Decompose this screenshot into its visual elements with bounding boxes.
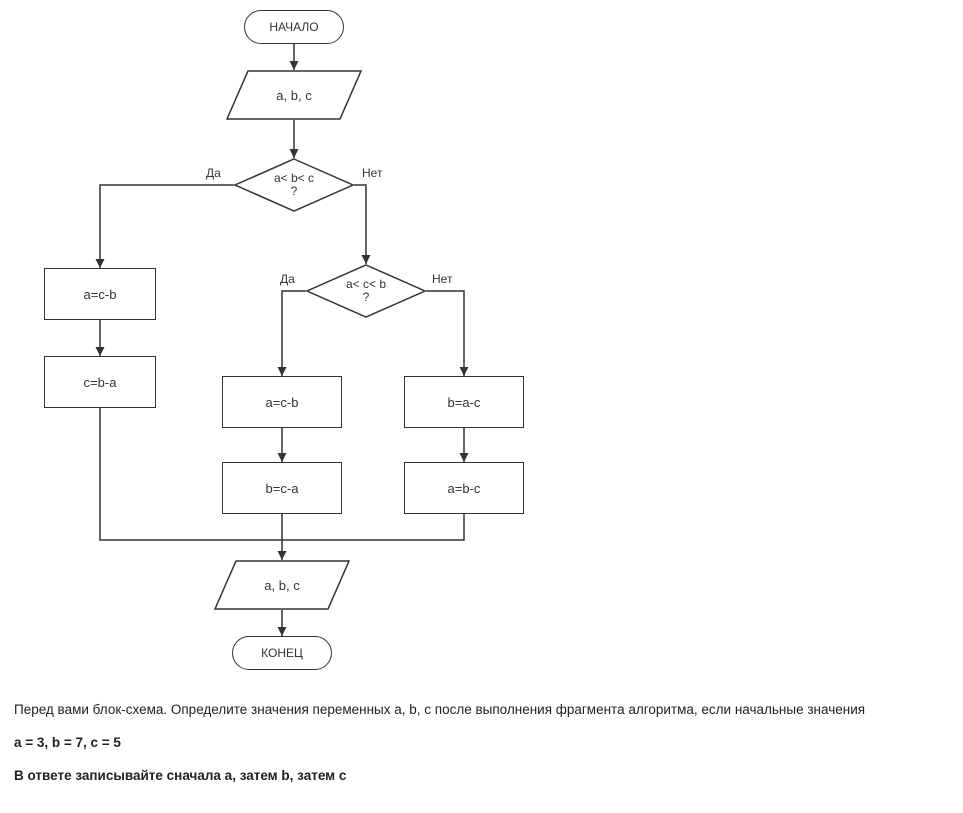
node-process-a1-label: a=c-b (84, 287, 117, 302)
node-decision-2-sub: ? (363, 291, 370, 304)
node-output: a, b, c (214, 560, 350, 610)
edge-label-dec1-no: Нет (362, 166, 382, 180)
node-decision-2: a< c< b ? (306, 264, 426, 318)
node-input-label: a, b, c (276, 88, 311, 103)
node-process-c-label: c=b-a (84, 375, 117, 390)
edge-label-dec1-yes: Да (206, 166, 221, 180)
task-text-block: Перед вами блок-схема. Определите значен… (0, 690, 963, 813)
node-process-a3-label: a=b-c (448, 481, 481, 496)
node-process-a1: a=c-b (44, 268, 156, 320)
node-process-b3: b=a-c (404, 376, 524, 428)
node-input: a, b, c (226, 70, 362, 120)
task-line-2: a = 3, b = 7, c = 5 (14, 733, 949, 754)
flowchart-canvas: НАЧАЛО a, b, c a< b< c ? Да Нет a=c-b c=… (0, 0, 963, 690)
node-start: НАЧАЛО (244, 10, 344, 44)
task-line-3: В ответе записывайте сначала a, затем b,… (14, 766, 949, 787)
node-process-c: c=b-a (44, 356, 156, 408)
task-line-1: Перед вами блок-схема. Определите значен… (14, 700, 949, 721)
node-decision-1-sub: ? (291, 185, 298, 198)
node-process-a2: a=c-b (222, 376, 342, 428)
node-output-label: a, b, c (264, 578, 299, 593)
node-end-label: КОНЕЦ (261, 646, 303, 660)
node-process-b2: b=c-a (222, 462, 342, 514)
node-process-a2-label: a=c-b (266, 395, 299, 410)
node-end: КОНЕЦ (232, 636, 332, 670)
node-process-b2-label: b=c-a (266, 481, 299, 496)
edge-label-dec2-yes: Да (280, 272, 295, 286)
node-decision-1: a< b< c ? (234, 158, 354, 212)
node-process-a3: a=b-c (404, 462, 524, 514)
node-start-label: НАЧАЛО (269, 20, 318, 34)
flowchart-edges (0, 0, 963, 690)
edge-label-dec2-no: Нет (432, 272, 452, 286)
node-process-b3-label: b=a-c (448, 395, 481, 410)
